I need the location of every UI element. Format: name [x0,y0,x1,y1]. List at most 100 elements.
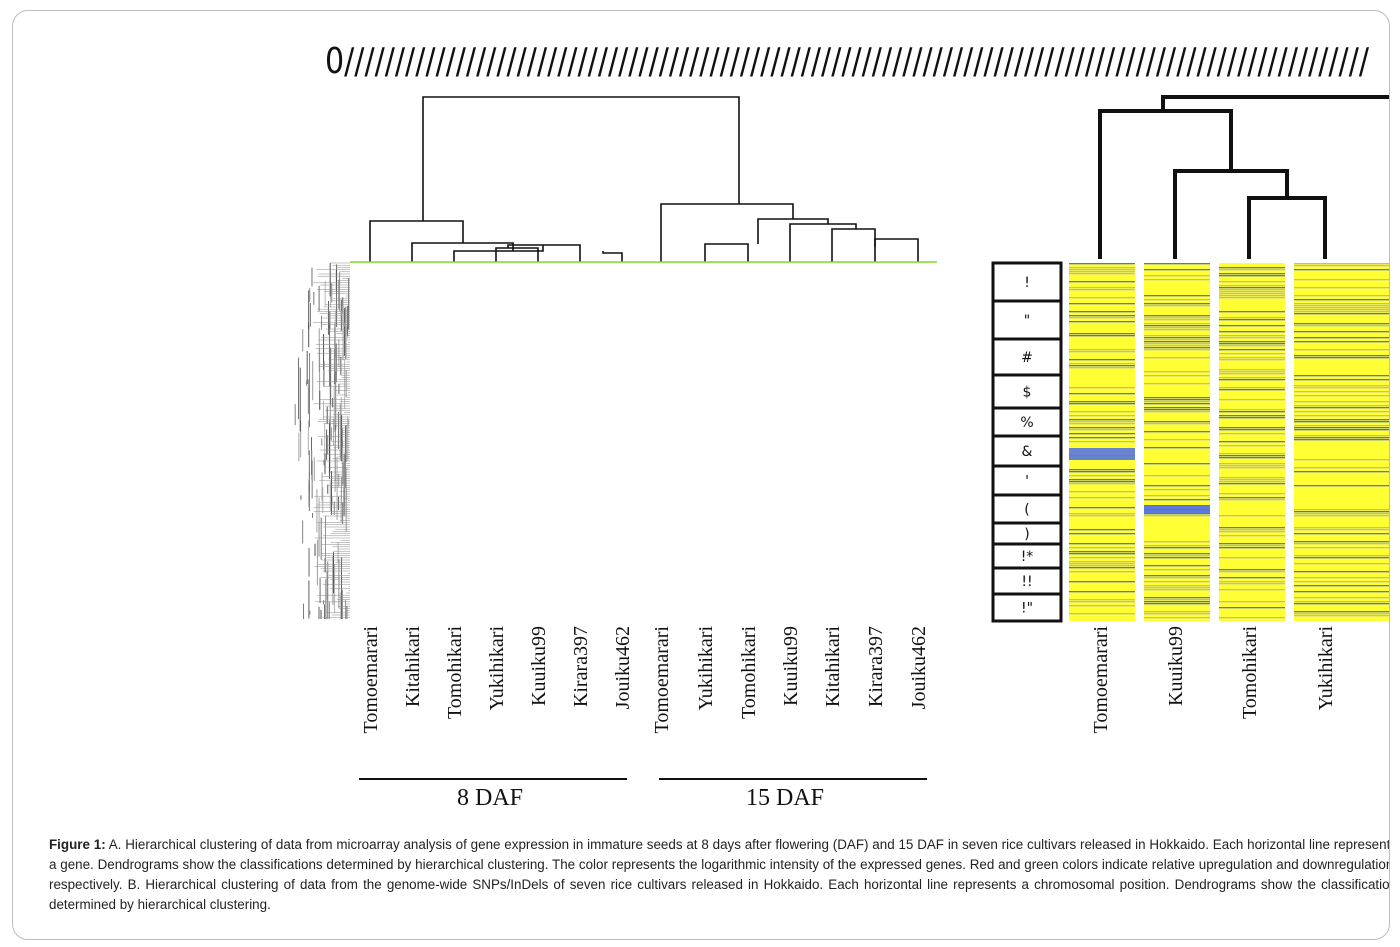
heatmap-row [1144,337,1210,338]
heatmap-row [1069,317,1135,318]
heatmap-row [1219,529,1285,530]
heatmap-row [1144,343,1210,344]
heatmap-row [1219,547,1285,548]
heatmap-row [1144,371,1210,372]
column-label-a: Yukihikari [695,626,717,711]
heatmap-row [1294,279,1389,280]
heatmap-row [1219,481,1285,482]
chromosome-label: # [1021,350,1033,366]
heatmap-row [1294,429,1389,430]
chromosome-label: ' [1025,474,1029,490]
heatmap-row [1144,295,1210,296]
heatmap-row [1069,529,1135,530]
heatmap-row [1144,613,1210,614]
heatmap-row [1219,267,1285,268]
heatmap-row [1294,375,1389,376]
heatmap-row [1069,403,1135,404]
heatmap-row [1294,421,1389,422]
dendro-link [496,248,538,262]
panel-a-row-dendrogram [295,263,350,619]
column-label-a: Kitahikari [822,626,844,708]
heatmap-row [1144,499,1210,500]
heatmap-row [1144,447,1210,448]
heatmap-row [1294,459,1389,460]
column-label-a: Kuuiku99 [528,626,550,706]
heatmap-row [1219,569,1285,570]
heatmap-row [1069,475,1135,476]
heatmap-row [1294,611,1389,612]
figure-frame: 0///////////////////////////////////////… [12,10,1390,940]
heatmap-row [1144,577,1210,578]
chromosome-label: ( [1024,502,1029,518]
heatmap-row [1219,583,1285,584]
heatmap-row [1144,397,1210,398]
heatmap-row [1219,341,1285,342]
heatmap-row [1219,457,1285,458]
heatmap-row [1069,263,1135,264]
caption-text: A. Hierarchical clustering of data from … [49,837,1390,912]
heatmap-row [1144,475,1210,476]
heatmap-row [1069,411,1135,412]
heatmap-row [1144,375,1210,376]
heatmap-row [1294,601,1389,602]
heatmap-row [1219,463,1285,464]
heatmap-row [1144,323,1210,324]
heatmap-row [1219,377,1285,378]
heatmap-row [1219,343,1285,344]
heatmap-row [1069,387,1135,388]
heatmap-row [1219,617,1285,618]
heatmap-row [1294,529,1389,530]
column-label-b: Yukihikari [1315,626,1337,711]
heatmap-row [1294,541,1389,542]
heatmap-row [1069,289,1135,290]
heatmap-row [1144,515,1210,516]
column-label-b: Kuuiku99 [1165,626,1187,706]
column-label-a: Kuuiku99 [780,626,802,706]
heatmap-row [1294,309,1389,310]
heatmap-row [1219,291,1285,292]
heatmap-row [1219,499,1285,500]
dendro-link-b [1100,111,1231,259]
heatmap-row [1144,495,1210,496]
column-label-a: Kitahikari [402,626,424,708]
heatmap-row [1219,345,1285,346]
heatmap-row [1219,445,1285,446]
heatmap-row [1144,409,1210,410]
heatmap-row [1219,269,1285,270]
heatmap-row [1219,275,1285,276]
heatmap-row [1219,359,1285,360]
heatmap-row [1069,367,1135,368]
heatmap-row [1069,415,1135,416]
heatmap-row [1219,387,1285,388]
column-label-a: Kirara397 [865,626,887,707]
heatmap-row [1069,543,1135,544]
panel-a-column-labels: Tomoemarari Kitahikari Tomohikari Yukihikar… [360,626,930,734]
column-label-a: Tomoemarari [360,626,382,734]
heatmap-row [1294,311,1389,312]
heatmap-row [1219,477,1285,478]
heatmap-column [1294,263,1389,621]
heatmap-row [1219,493,1285,494]
chromosome-label: !" [1021,601,1033,617]
heatmap-row [1144,601,1210,602]
heatmap-row [1144,411,1210,412]
heatmap-row [1144,335,1210,336]
heatmap-row [1294,577,1389,578]
heatmap-row [1069,433,1135,434]
header-mark: 0///////////////////////////////////////… [325,41,1370,82]
heatmap-row [1144,341,1210,342]
heatmap-row [1069,481,1135,482]
heatmap-row [1294,357,1389,358]
heatmap-row [1144,541,1210,542]
heatmap-row [1144,569,1210,570]
heatmap-row [1069,351,1135,352]
heatmap-row [1069,483,1135,484]
panel-b-column-labels: Tomoemarari Kuuiku99 Tomohikari Yukihikari [1090,626,1337,734]
heatmap-row [1069,349,1135,350]
heatmap-row [1219,427,1285,428]
dendro-link [412,243,513,262]
heatmap-row [1069,563,1135,564]
column-label-b: Tomoemarari [1090,626,1112,734]
heatmap-row [1144,423,1210,424]
heatmap-row [1069,303,1135,304]
